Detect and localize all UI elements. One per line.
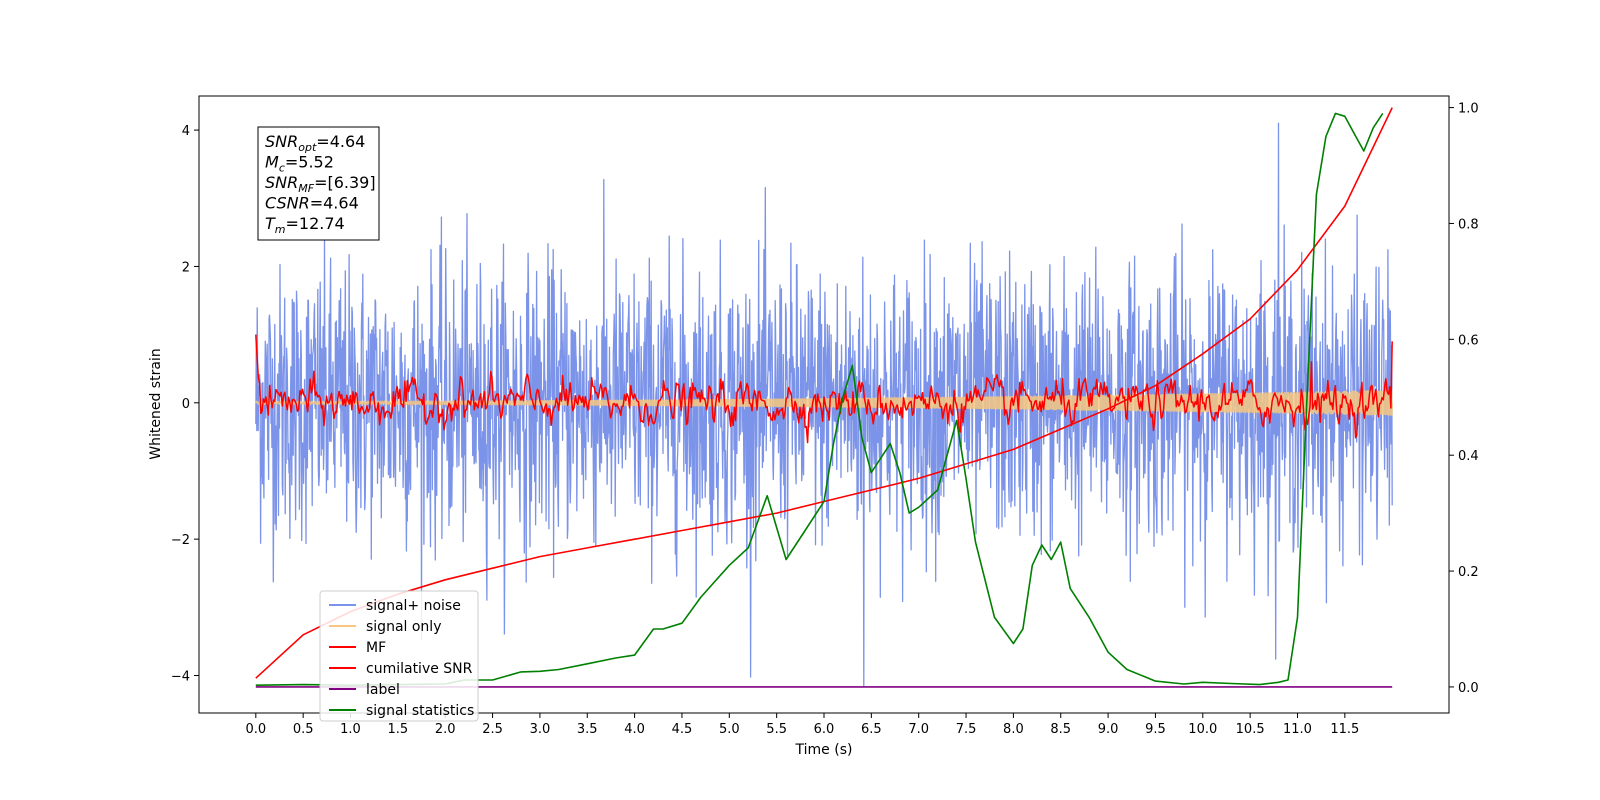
legend-item: cumilative SNR [329, 661, 473, 677]
y-tick-label: −4 [171, 670, 190, 685]
y2-tick-label: 0.2 [1458, 565, 1479, 580]
legend-item: MF [329, 640, 386, 656]
legend: signal+ noise signal only MF cumilative SNR… [319, 590, 479, 722]
legend-label: label [366, 682, 400, 698]
y-tick-label: 0 [182, 397, 190, 412]
x-tick-label: 0.5 [293, 722, 314, 737]
legend-label: signal only [366, 619, 441, 635]
annotation-frame [257, 126, 380, 241]
x-tick-label: 1.0 [340, 722, 361, 737]
x-tick-label: 10.0 [1188, 722, 1217, 737]
series-signal-statistics-line [255, 112, 1384, 686]
x-tick-label: 8.0 [1003, 722, 1024, 737]
legend-label: signal statistics [366, 703, 474, 719]
series-layer [255, 107, 1393, 688]
legend-label: signal+ noise [366, 598, 461, 614]
x-tick-label: 7.5 [956, 722, 977, 737]
annotation-line: CSNR=4.64 [265, 194, 359, 213]
legend-item: signal only [329, 619, 441, 635]
x-tick-label: 0.0 [245, 722, 266, 737]
x-tick-label: 6.5 [861, 722, 882, 737]
legend-frame [319, 590, 479, 722]
y2-tick-label: 1.0 [1458, 102, 1479, 117]
y2-tick-label: 0.4 [1458, 449, 1479, 464]
x-tick-label: 5.0 [719, 722, 740, 737]
y-tick-label: 2 [182, 260, 190, 275]
x-tick-label: 8.5 [1050, 722, 1071, 737]
x-tick-label: 11.0 [1283, 722, 1312, 737]
y-tick-label: −2 [171, 533, 190, 548]
x-axis: 0.0 0.5 1.0 1.5 2.0 2.5 3.0 3.5 4.0 4.5 5.0 5.5 6.0 6… [245, 713, 1359, 737]
x-tick-label: 10.5 [1236, 722, 1265, 737]
y2-tick-label: 0.0 [1458, 681, 1479, 696]
x-tick-label: 2.5 [482, 722, 503, 737]
legend-label: cumilative SNR [366, 661, 473, 677]
series-mf-line [255, 334, 1393, 444]
legend-item: label [329, 682, 400, 698]
x-tick-label: 3.5 [577, 722, 598, 737]
annotation-line: SNRopt=4.64 [265, 132, 365, 154]
x-tick-label: 2.0 [435, 722, 456, 737]
x-tick-label: 4.5 [672, 722, 693, 737]
annotation-line: Tm=12.74 [265, 214, 345, 236]
series-signal-noise-line [255, 122, 1393, 687]
x-axis-label: Time (s) [795, 742, 853, 758]
x-tick-label: 9.5 [1145, 722, 1166, 737]
legend-item: signal statistics [329, 703, 474, 719]
stats-annotation-box: SNRopt=4.64Mc=5.52SNRMF=[6.39]CSNR=4.64T… [257, 126, 380, 241]
legend-item: signal+ noise [329, 598, 461, 614]
x-tick-label: 11.5 [1330, 722, 1359, 737]
y-axis-right: 1.0 0.8 0.6 0.4 0.2 0.0 [1449, 102, 1479, 696]
x-tick-label: 7.0 [908, 722, 929, 737]
y2-tick-label: 0.8 [1458, 217, 1479, 232]
x-tick-label: 6.0 [814, 722, 835, 737]
x-tick-label: 3.0 [530, 722, 551, 737]
annotation-line: SNRMF=[6.39] [265, 173, 376, 195]
y-axis-left: 4 2 0 −2 −4 [171, 124, 199, 685]
x-tick-label: 5.5 [766, 722, 787, 737]
annotation-line: Mc=5.52 [265, 153, 334, 175]
y-axis-label: Whitened strain [148, 348, 164, 459]
x-tick-label: 4.0 [624, 722, 645, 737]
x-tick-label: 1.5 [388, 722, 409, 737]
legend-label: MF [366, 640, 386, 656]
y-tick-label: 4 [182, 124, 190, 139]
x-tick-label: 9.0 [1098, 722, 1119, 737]
y2-tick-label: 0.6 [1458, 333, 1479, 348]
